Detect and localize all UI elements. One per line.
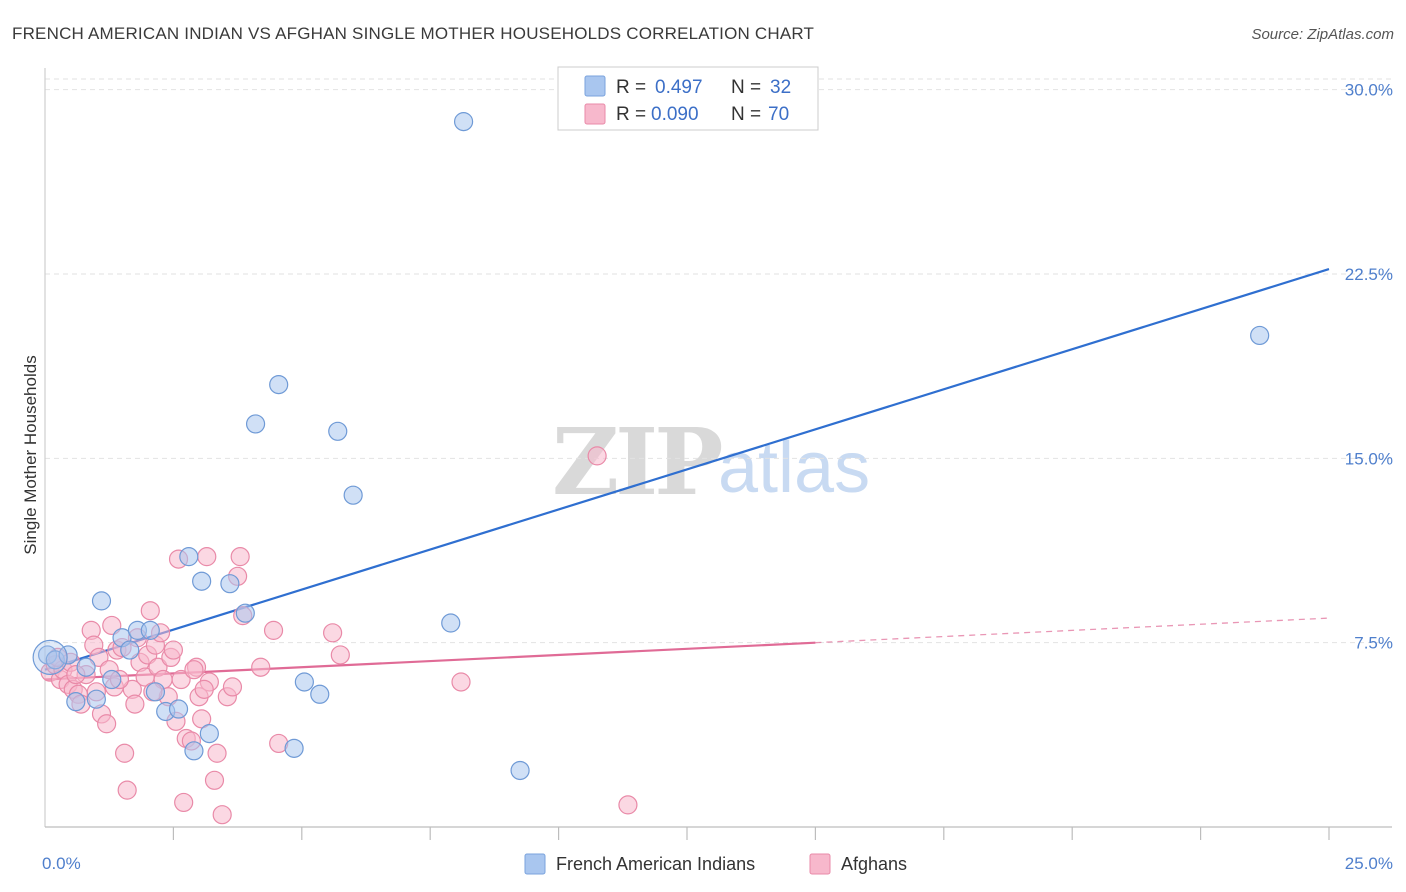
point-cluster-french-american-indians [32,639,68,676]
point-french-american-indians [245,414,266,434]
legend-n-label-1: N = [731,104,761,125]
point-afghans [174,792,194,813]
y-axis-label: Single Mother Households [21,355,40,554]
point-afghans [163,640,183,660]
axes [44,68,1392,840]
point-afghans [171,669,191,690]
point-afghans [102,615,122,636]
legend-n-value-1: 70 [768,104,789,125]
point-french-american-indians [199,724,219,744]
point-afghans [618,795,638,815]
point-afghans [204,770,225,790]
point-french-american-indians [1250,325,1270,346]
bottom-legend-swatch-afghans [809,853,831,875]
legend-r-label-1: R = [616,104,646,125]
point-afghans [263,620,284,640]
point-afghans [192,709,212,729]
point-french-american-indians [145,682,166,702]
point-french-american-indians [343,485,363,505]
point-french-american-indians [66,692,86,712]
point-afghans [230,547,250,567]
point-french-american-indians [86,689,106,709]
trend-lines [44,268,1330,681]
bottom-legend-label-afghans: Afghans [841,854,907,874]
bottom-legend-label-french-american-indians: French American Indians [556,854,755,874]
watermark-zip: ZIP [552,408,721,516]
point-french-american-indians [91,591,112,611]
point-french-american-indians [102,669,122,690]
point-french-american-indians [120,640,140,660]
point-french-american-indians [192,571,212,591]
point-french-american-indians [294,672,314,692]
trend-line-extension-afghans [815,617,1330,644]
point-french-american-indians [441,613,461,633]
x-tick-label: 0.0% [42,854,81,873]
point-french-american-indians [140,620,160,640]
y-tick-label: 30.0% [1345,81,1393,100]
point-afghans [89,647,109,668]
legend-n-value-0: 32 [770,77,791,98]
legend-r-value-0: 0.497 [655,77,703,98]
legend-r-value-1: 0.090 [651,104,699,125]
legend-n-label-0: N = [731,77,761,98]
point-afghans [207,743,227,763]
tick-labels: 7.5% 15.0% 22.5% 30.0% 0.0% 25.0% [42,81,1393,873]
point-afghans [587,446,607,466]
legend-swatch-french-american-indians [584,75,606,97]
point-french-american-indians [179,547,199,567]
watermark: ZIP atlas [552,408,870,516]
point-afghans [330,645,350,665]
trend-line-afghans [44,641,816,681]
point-french-american-indians [235,603,255,623]
point-french-american-indians [76,657,96,677]
point-afghans [194,679,214,699]
bottom-legend: French American Indians Afghans [524,853,907,875]
chart-source: Source: ZipAtlas.com [1251,26,1394,43]
point-french-american-indians [168,699,189,719]
legend-swatch-afghans [584,103,606,125]
point-french-american-indians [269,374,289,395]
point-french-american-indians [184,741,204,761]
point-french-american-indians [453,112,474,132]
y-tick-label: 15.0% [1345,449,1393,468]
point-french-american-indians [328,421,348,441]
point-afghans [115,743,135,763]
point-french-american-indians [220,574,240,594]
point-afghans [125,694,145,714]
point-french-american-indians [58,645,78,665]
watermark-atlas: atlas [718,428,870,508]
point-afghans [212,805,232,825]
trend-line-french-american-indians [44,268,1330,671]
point-afghans [451,672,471,692]
point-afghans [222,677,243,697]
point-afghans [97,714,117,734]
point-french-american-indians [310,684,330,704]
y-tick-label: 22.5% [1345,265,1393,284]
y-tick-label: 7.5% [1354,634,1393,653]
point-french-american-indians [510,760,530,781]
data-points [32,112,1270,825]
point-afghans [140,601,160,621]
x-tick-label: 25.0% [1345,854,1393,873]
legend-r-label-0: R = [616,77,646,98]
point-french-american-indians [284,738,304,758]
point-afghans [117,780,137,800]
bottom-legend-swatch-french-american-indians [524,853,546,875]
point-afghans [323,623,343,643]
point-afghans [184,660,204,680]
point-afghans [197,547,217,567]
legend-box: R = 0.497 N = 32 R = 0.090 N = 70 [557,66,819,131]
point-afghans [251,657,271,677]
chart-title: FRENCH AMERICAN INDIAN VS AFGHAN SINGLE … [12,24,814,43]
